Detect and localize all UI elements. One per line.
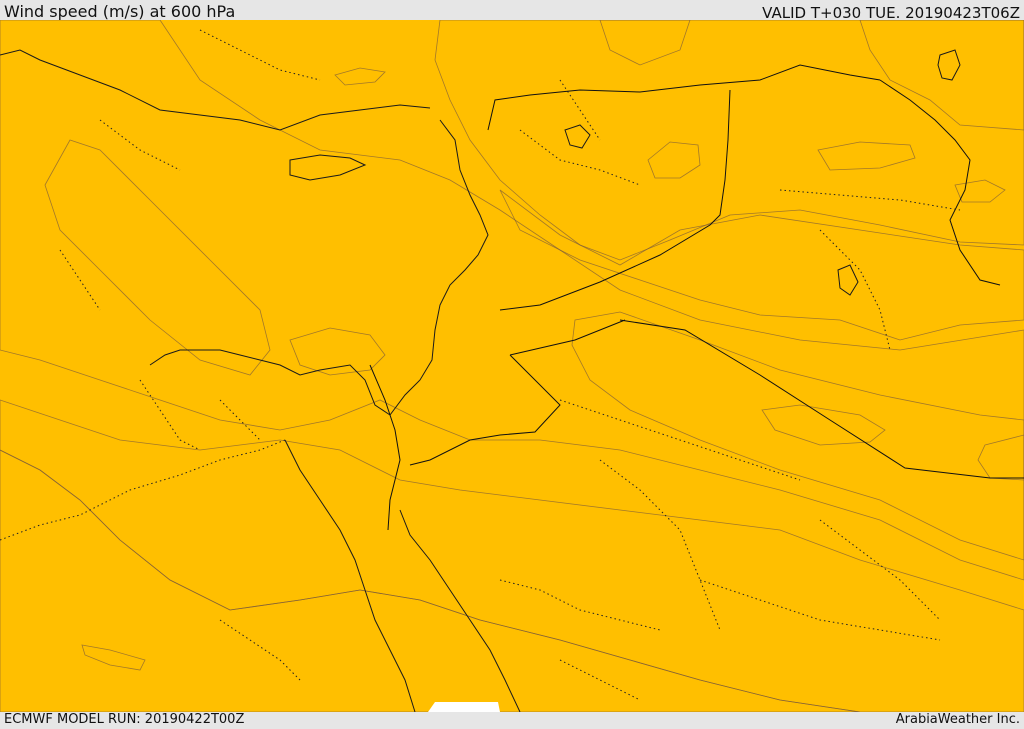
band-amber-base bbox=[0, 20, 1024, 712]
border-israel bbox=[369, 364, 401, 531]
patch-white bbox=[428, 702, 500, 712]
admin-lines-1 bbox=[519, 79, 641, 186]
lake-southeast bbox=[837, 264, 859, 296]
admin-lines-7 bbox=[99, 29, 321, 171]
admin-lines-6 bbox=[499, 579, 661, 701]
model-run-label: ECMWF MODEL RUN: 20190422T00Z bbox=[4, 712, 245, 727]
border-iraq-iran bbox=[879, 79, 1001, 286]
admin-lines-5 bbox=[59, 249, 261, 451]
provider-label: ArabiaWeather Inc. bbox=[895, 712, 1020, 727]
border-egypt-saudi-dotted bbox=[0, 439, 286, 541]
admin-lines-3 bbox=[559, 399, 801, 631]
lake-marsh bbox=[564, 124, 591, 149]
band-gold-south bbox=[0, 399, 1024, 712]
patch-gold-1 bbox=[647, 141, 701, 179]
coastline-mediterranean bbox=[149, 119, 489, 416]
coastline-turkey bbox=[0, 49, 431, 131]
band-amber-levant bbox=[289, 327, 386, 376]
border-syria-iraq bbox=[499, 89, 731, 311]
map-title: Wind speed (m/s) at 600 hPa bbox=[4, 2, 236, 21]
band-red-orange-edge bbox=[977, 434, 1024, 481]
lake-northeast bbox=[937, 49, 961, 81]
border-turkey-syria bbox=[487, 64, 881, 131]
border-jordan-saudi bbox=[409, 319, 626, 466]
border-sudan-dotted bbox=[219, 619, 301, 681]
wind-speed-map bbox=[0, 20, 1024, 712]
admin-lines-2 bbox=[779, 189, 961, 351]
patch-yellow-1 bbox=[334, 67, 386, 86]
coastline-redsea-east bbox=[399, 509, 521, 712]
footer-bar: ECMWF MODEL RUN: 20190422T00Z ArabiaWeat… bbox=[0, 712, 1024, 729]
map-canvas bbox=[0, 20, 1024, 712]
coastline-cyprus bbox=[289, 154, 367, 181]
header-bar: Wind speed (m/s) at 600 hPa VALID T+030 … bbox=[0, 0, 1024, 22]
band-dark-orange-east bbox=[571, 311, 1024, 561]
band-gold-east bbox=[499, 189, 1024, 341]
patch-gold-2 bbox=[817, 141, 916, 171]
patch-gold-4 bbox=[81, 644, 146, 671]
band-dark-orange-west bbox=[44, 139, 271, 376]
band-orange-central bbox=[0, 20, 1024, 581]
valid-time: VALID T+030 TUE. 20190423T06Z bbox=[762, 4, 1020, 22]
border-iraq-saudi bbox=[619, 319, 1024, 479]
band-light-northeast bbox=[599, 20, 1024, 131]
admin-lines-4 bbox=[699, 519, 941, 641]
coastline-redsea-west bbox=[284, 439, 416, 712]
